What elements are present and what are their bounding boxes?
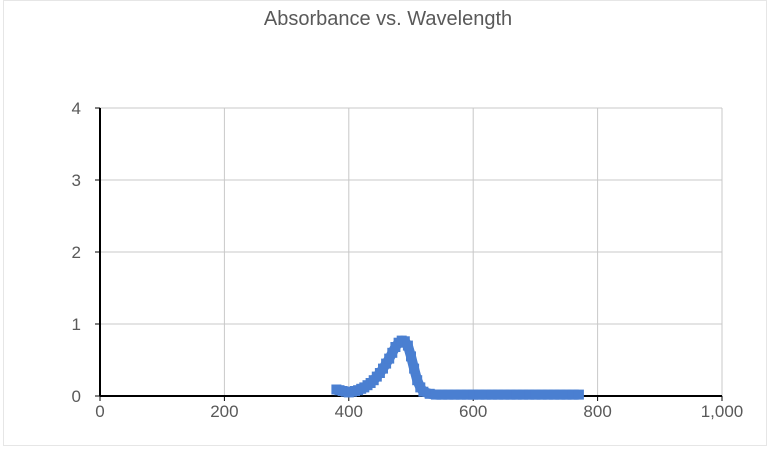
x-tick-label: 1,000 xyxy=(701,402,744,421)
data-point xyxy=(542,389,553,400)
data-point xyxy=(530,389,541,400)
data-point xyxy=(561,389,572,400)
y-tick-label: 2 xyxy=(72,243,81,262)
x-tick-label: 800 xyxy=(583,402,611,421)
data-point xyxy=(505,389,516,400)
y-tick-label: 4 xyxy=(72,99,81,118)
data-series xyxy=(331,335,584,400)
data-point xyxy=(384,353,395,364)
chart-title: Absorbance vs. Wavelength xyxy=(264,8,512,30)
data-point xyxy=(455,389,466,400)
data-point xyxy=(387,347,398,358)
x-axis-ticks: 0 200 400 600 800 1,000 xyxy=(95,396,743,421)
y-axis-ticks: 0 1 2 3 4 xyxy=(72,99,100,406)
gridlines xyxy=(100,107,723,396)
data-point xyxy=(518,389,528,400)
data-point xyxy=(430,389,441,400)
data-point xyxy=(549,389,560,400)
data-point xyxy=(409,363,420,374)
data-point xyxy=(412,375,423,386)
y-tick-label: 0 xyxy=(72,387,81,406)
data-point xyxy=(573,389,584,400)
data-point xyxy=(493,389,504,400)
x-tick-label: 200 xyxy=(210,402,238,421)
y-tick-label: 1 xyxy=(72,315,81,334)
data-point xyxy=(524,389,535,400)
data-point xyxy=(567,389,578,400)
x-tick-label: 0 xyxy=(95,402,104,421)
data-point xyxy=(406,351,416,362)
data-point xyxy=(480,389,491,400)
data-point xyxy=(443,389,454,400)
y-tick-label: 3 xyxy=(72,171,81,190)
data-point xyxy=(474,389,485,400)
data-point xyxy=(462,389,472,400)
data-point xyxy=(486,389,497,400)
x-tick-label: 600 xyxy=(459,402,487,421)
data-point xyxy=(449,389,460,400)
data-point xyxy=(499,389,510,400)
x-tick-label: 400 xyxy=(335,402,363,421)
data-point xyxy=(511,389,522,400)
data-point xyxy=(468,389,479,400)
data-point xyxy=(418,386,429,397)
data-point xyxy=(402,340,413,351)
data-point xyxy=(424,388,435,399)
data-point xyxy=(437,389,448,400)
data-point xyxy=(555,389,566,400)
data-point xyxy=(536,389,547,400)
